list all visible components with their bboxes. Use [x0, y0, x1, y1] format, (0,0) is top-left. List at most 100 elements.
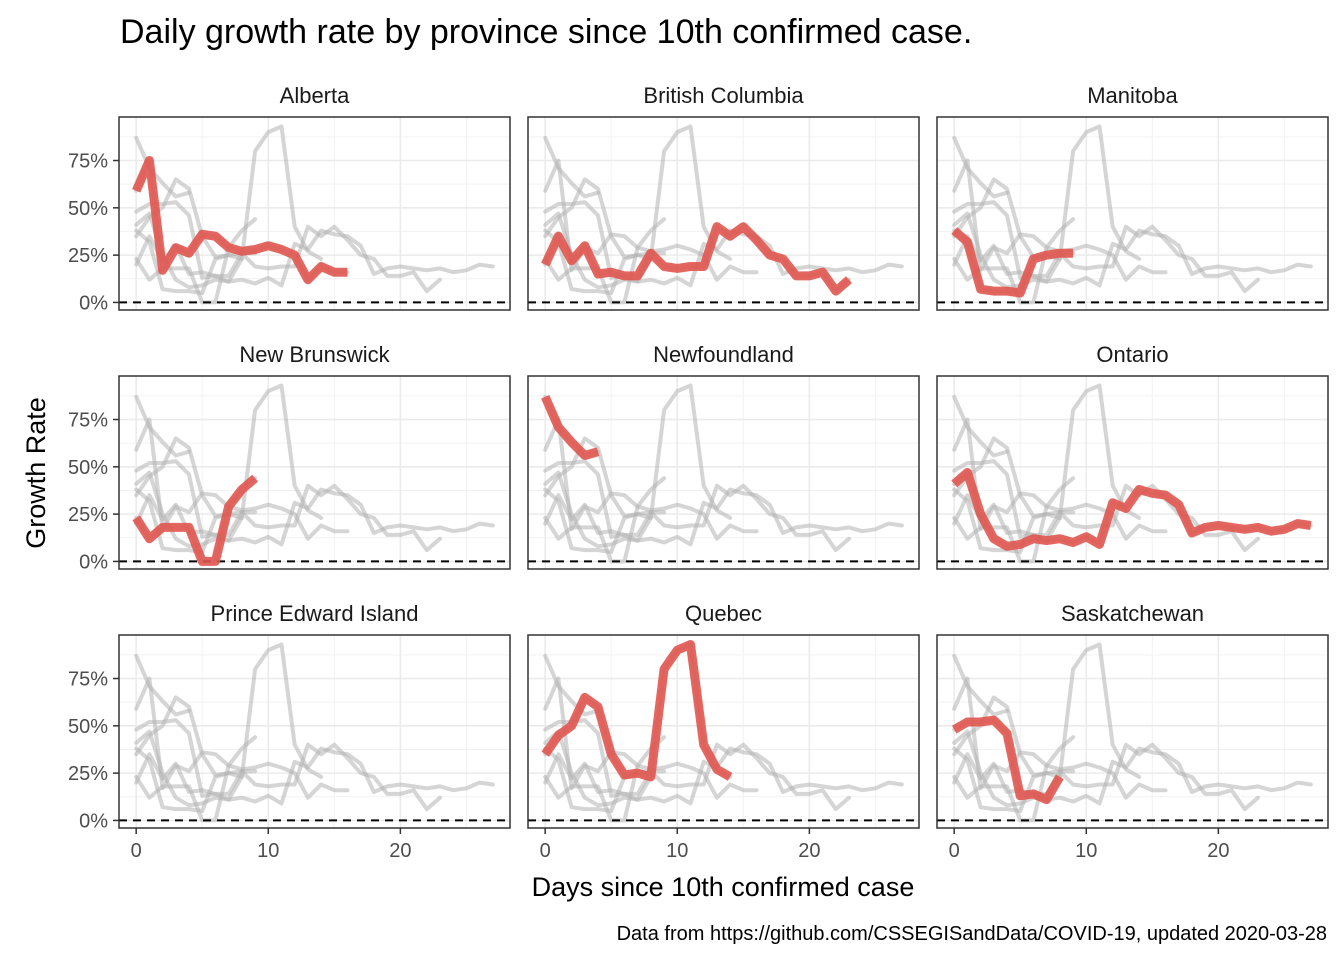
y-tick-label: 75%	[68, 669, 108, 691]
y-tick-label: 25%	[68, 763, 108, 785]
facet-label: New Brunswick	[239, 342, 390, 367]
panel-background	[528, 635, 919, 828]
facet-newfoundland: Newfoundland	[527, 342, 920, 570]
x-tick-label: 20	[798, 840, 820, 862]
facet-panels: Alberta 0% 25% 50% 75% British Columbia Manito…	[68, 83, 1329, 862]
highlight-series-manitoba	[951, 227, 1074, 298]
y-tick-label: 75%	[68, 151, 108, 173]
highlight-series-alberta	[132, 156, 348, 285]
facet-alberta: Alberta 0% 25% 50% 75%	[68, 83, 511, 314]
panel-border	[527, 375, 920, 570]
x-tick-label: 0	[949, 840, 960, 862]
facet-label: Prince Edward Island	[211, 601, 419, 626]
panel-background	[937, 117, 1328, 310]
y-tick-label: 25%	[68, 504, 108, 526]
background-series-ontario	[543, 729, 904, 808]
facet-new-brunswick: New Brunswick 0% 25% 50% 75%	[68, 342, 511, 573]
y-tick-label: 0%	[79, 292, 108, 314]
y-tick-label: 50%	[68, 457, 108, 479]
x-axis-title: Days since 10th confirmed case	[532, 872, 915, 902]
facet-label: Quebec	[685, 601, 762, 626]
facet-label: Alberta	[280, 83, 350, 108]
y-tick-label: 50%	[68, 198, 108, 220]
background-series-newfoundland	[952, 394, 1009, 458]
background-series-ontario	[134, 211, 495, 290]
highlight-series-quebec	[541, 640, 733, 782]
background-series-manitoba	[543, 487, 667, 554]
panel-border	[936, 375, 1329, 570]
panel-border	[118, 116, 511, 311]
x-tick-label: 10	[666, 840, 688, 862]
facet-british-columbia: British Columbia	[527, 83, 920, 311]
chart-caption: Data from https://github.com/CSSEGISandD…	[617, 923, 1327, 945]
x-tick-label: 0	[540, 840, 551, 862]
background-series-quebec	[134, 642, 324, 779]
panel-border	[118, 634, 511, 829]
highlight-series-saskatchewan	[951, 715, 1064, 805]
y-axis-title: Growth Rate	[21, 397, 51, 549]
x-tick-label: 10	[1075, 840, 1097, 862]
background-series-saskatchewan	[543, 459, 653, 543]
background-series-saskatchewan	[543, 718, 653, 802]
facet-label: Saskatchewan	[1061, 601, 1204, 626]
y-tick-label: 50%	[68, 716, 108, 738]
facet-label: Ontario	[1096, 342, 1168, 367]
highlight-series-british-columbia	[541, 222, 852, 296]
background-series-newfoundland	[952, 653, 1009, 717]
background-series-newfoundland	[134, 394, 191, 458]
chart-title: Daily growth rate by province since 10th…	[120, 13, 972, 51]
highlight-series-ontario	[951, 468, 1312, 551]
background-series-manitoba	[134, 746, 258, 813]
background-series-quebec	[952, 642, 1142, 779]
facet-manitoba: Manitoba	[936, 83, 1329, 311]
background-series-ontario	[543, 470, 904, 549]
background-series-newfoundland	[134, 135, 191, 199]
background-series-quebec	[134, 124, 324, 261]
background-series-quebec	[952, 383, 1142, 520]
facet-label: Newfoundland	[653, 342, 794, 367]
background-series-newfoundland	[543, 135, 600, 199]
y-tick-label: 25%	[68, 245, 108, 267]
background-series-newfoundland	[543, 653, 600, 717]
background-series-ontario	[952, 211, 1313, 290]
panel-background	[119, 376, 510, 569]
background-series-manitoba	[134, 228, 258, 295]
panel-border	[936, 116, 1329, 311]
x-tick-label: 20	[1207, 840, 1229, 862]
panel-border	[527, 116, 920, 311]
facet-label: British Columbia	[643, 83, 804, 108]
y-tick-label: 0%	[79, 551, 108, 573]
background-series-newfoundland	[134, 653, 191, 717]
background-series-ontario	[134, 729, 495, 808]
x-tick-label: 20	[389, 840, 411, 862]
background-series-ontario	[952, 729, 1313, 808]
panel-border	[936, 634, 1329, 829]
panel-background	[937, 376, 1328, 569]
x-tick-label: 10	[257, 840, 279, 862]
background-series-manitoba	[543, 228, 667, 295]
panel-background	[528, 376, 919, 569]
facet-quebec: Quebec 0 10 20	[527, 601, 920, 862]
background-series-saskatchewan	[134, 718, 244, 802]
background-series-manitoba	[952, 746, 1076, 813]
facet-prince-edward-island: Prince Edward Island 0% 25% 50% 75% 0 10 20	[68, 601, 511, 862]
facet-label: Manitoba	[1087, 83, 1178, 108]
panel-background	[528, 117, 919, 310]
background-series-manitoba	[952, 487, 1076, 554]
facet-saskatchewan: Saskatchewan 0 10 20	[936, 601, 1329, 862]
panel-border	[527, 634, 920, 829]
background-series-ontario	[543, 211, 904, 290]
background-series-quebec	[543, 124, 733, 261]
background-series-quebec	[543, 383, 733, 520]
y-tick-label: 75%	[68, 410, 108, 432]
facet-ontario: Ontario	[936, 342, 1329, 570]
panel-border	[118, 375, 511, 570]
highlight-series-new-brunswick	[132, 474, 259, 566]
x-tick-label: 0	[131, 840, 142, 862]
highlight-series-newfoundland	[541, 395, 600, 460]
y-tick-label: 0%	[79, 810, 108, 832]
panel-background	[119, 635, 510, 828]
background-series-saskatchewan	[952, 200, 1062, 284]
background-series-newfoundland	[952, 135, 1009, 199]
